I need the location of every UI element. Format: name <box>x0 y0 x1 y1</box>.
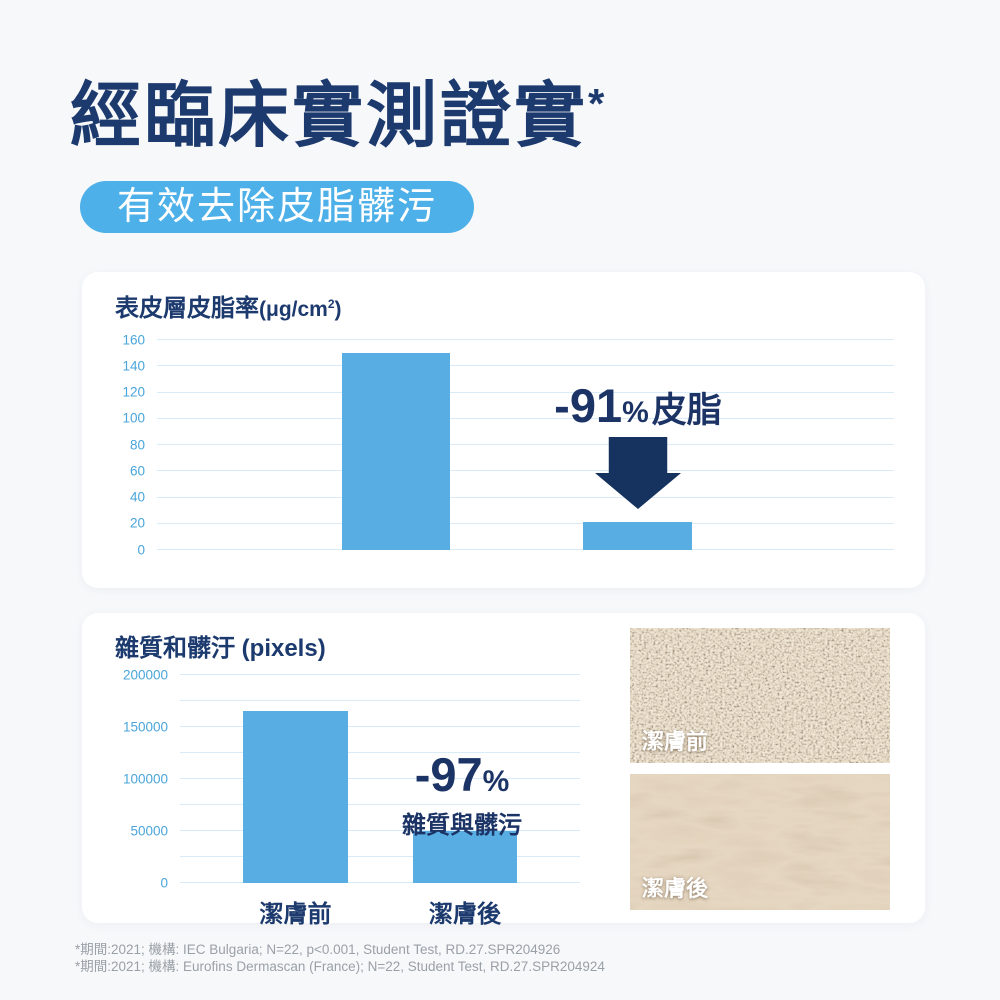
gridline: 120 <box>122 385 894 400</box>
gridline: 100 <box>122 411 894 426</box>
bar-潔膚前 <box>243 711 348 883</box>
sebum-reduction-percent-sign: % <box>622 396 649 429</box>
y-tick-label: 0 <box>137 542 145 557</box>
gridline <box>180 700 580 701</box>
before-cleansing-texture <box>630 628 890 763</box>
y-tick-label: 140 <box>122 358 145 374</box>
bar-潔膚後 <box>583 522 692 550</box>
gridline: 60 <box>130 463 894 478</box>
page-title-text: 經臨床實測證實 <box>70 77 589 156</box>
gridline <box>180 856 580 857</box>
y-tick-label: 20 <box>129 515 145 531</box>
y-tick-label: 60 <box>129 463 145 479</box>
x-category-label: 潔膚前 <box>259 901 332 928</box>
impurities-reduction-percent-sign: % <box>482 765 510 798</box>
claim-badge: 有效去除皮脂髒污 <box>80 181 475 233</box>
impurities-reduction-suffix: 雜質與髒污 <box>402 812 522 839</box>
gridline: 160 <box>122 332 894 347</box>
title-asterisk: * <box>588 80 605 127</box>
gridline: 100000 <box>123 771 580 786</box>
before-cleansing-label: 潔膚前 <box>642 729 709 754</box>
y-tick-label: 120 <box>122 384 145 400</box>
gridline: 150000 <box>123 719 580 734</box>
gridline: 0 <box>160 875 580 890</box>
y-tick-label: 0 <box>160 875 168 890</box>
gridline: 20 <box>130 516 894 531</box>
impurities-reduction-annotation: -97% 雜質與髒污 <box>402 747 522 840</box>
x-category-label: 潔膚後 <box>429 901 501 928</box>
sebum-reduction-suffix: 皮脂 <box>651 391 722 430</box>
gridline <box>180 752 580 753</box>
unit-superscript: 2 <box>327 297 335 311</box>
impurities-chart-card: 雜質和髒汙 (pixels) 0 50000 100000 150000 200000 潔… <box>82 613 925 928</box>
y-tick-label: 160 <box>122 332 145 347</box>
impurities-bar-chart: 0 50000 100000 150000 200000 潔膚前 潔膚後 <box>123 667 580 928</box>
y-tick-label: 40 <box>129 489 145 505</box>
unit-close: ) <box>334 298 342 321</box>
footnote-line-2: *期間:2021; 機構: Eurofins Dermascan (France… <box>75 959 605 974</box>
gridline: 50000 <box>130 823 580 838</box>
gridline: 40 <box>130 490 894 505</box>
y-tick-label: 80 <box>129 437 145 452</box>
gridline <box>180 804 580 805</box>
gridline: 140 <box>122 358 894 373</box>
gridline: 200000 <box>123 667 580 682</box>
sebum-chart-unit: (μg/cm2) <box>259 297 342 321</box>
sebum-chart-title: 表皮層皮脂率(μg/cm2) <box>115 288 342 323</box>
unit-open: (μg/cm <box>259 298 328 321</box>
sebum-reduction-annotation: -91%皮脂 <box>554 378 722 433</box>
sebum-bar-chart: 0 20 40 60 80 100 120 140 160 <box>122 332 894 557</box>
bar-潔膚後 <box>413 831 517 883</box>
impurities-reduction-value: -97 <box>414 748 483 801</box>
before-cleansing-photo: 潔膚前 <box>630 628 890 763</box>
sebum-chart-title-text: 表皮層皮脂率 <box>115 295 259 322</box>
gridline: 0 <box>137 542 894 557</box>
y-tick-label: 200000 <box>122 667 168 682</box>
bar-潔膚前 <box>342 353 450 550</box>
after-cleansing-texture <box>630 774 890 910</box>
after-cleansing-label: 潔膚後 <box>642 876 709 901</box>
y-tick-label: 50000 <box>130 823 168 838</box>
footnotes: *期間:2021; 機構: IEC Bulgaria; N=22, p<0.00… <box>75 941 605 975</box>
y-tick-label: 100000 <box>122 771 168 786</box>
sebum-reduction-value: -91 <box>554 379 623 432</box>
impurities-chart-title: 雜質和髒汙 (pixels) <box>115 635 326 662</box>
after-cleansing-photo: 潔膚後 <box>630 774 890 910</box>
sebum-chart-card: 表皮層皮脂率(μg/cm2) 0 20 40 60 80 100 120 140 160 -91… <box>82 272 925 588</box>
y-tick-label: 100 <box>122 410 145 426</box>
page-title: 經臨床實測證實* <box>70 77 605 156</box>
impurities-reduction-line1: -97% <box>402 747 522 802</box>
footnote-line-1: *期間:2021; 機構: IEC Bulgaria; N=22, p<0.00… <box>75 942 561 957</box>
y-tick-label: 150000 <box>122 719 168 734</box>
gridline: 80 <box>130 437 894 452</box>
